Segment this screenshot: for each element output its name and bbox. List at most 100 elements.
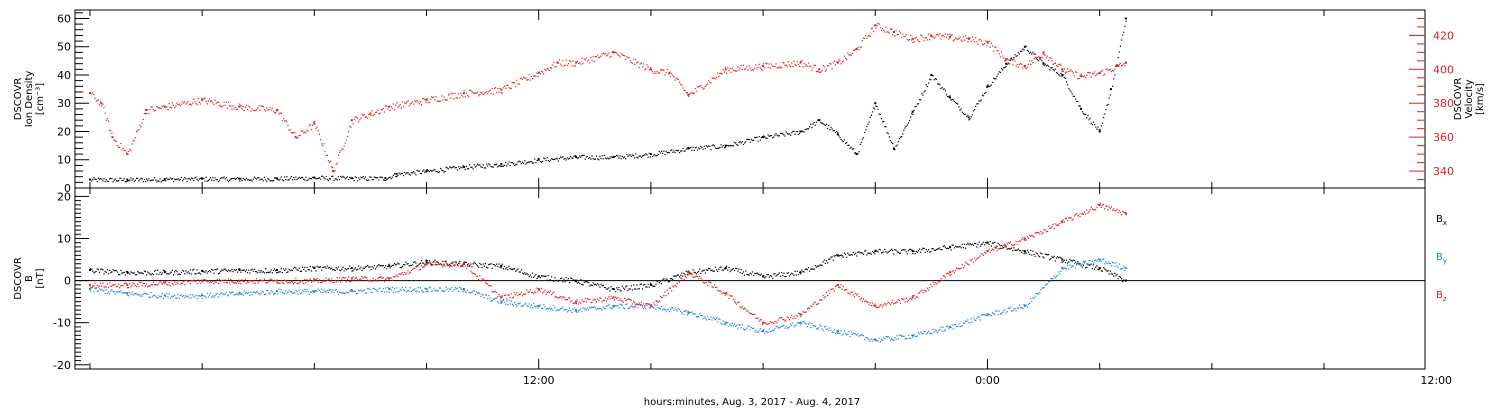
velocity-series-sample bbox=[855, 49, 857, 51]
velocity-series-point bbox=[986, 41, 989, 44]
bx-series-point bbox=[163, 271, 166, 274]
by-series-sample bbox=[727, 322, 729, 324]
density-series-sample bbox=[1037, 60, 1040, 62]
bz-series-sample bbox=[747, 310, 749, 312]
bx-series-sample bbox=[477, 265, 479, 267]
bx-series-sample bbox=[1052, 256, 1054, 259]
bx-series-sample bbox=[620, 290, 622, 292]
velocity-series-sample bbox=[1025, 68, 1027, 70]
density-series-sample bbox=[801, 130, 803, 132]
bx-series-sample bbox=[400, 267, 402, 269]
density-series-sample bbox=[935, 78, 938, 80]
bz-series-sample bbox=[125, 282, 128, 284]
velocity-series-sample bbox=[1096, 73, 1098, 75]
bx-series-sample bbox=[988, 243, 990, 245]
velocity-series-sample bbox=[1023, 65, 1025, 67]
bx-series-sample bbox=[678, 276, 681, 278]
velocity-series-sample bbox=[505, 87, 507, 89]
bz-series-sample bbox=[1065, 217, 1068, 219]
density-series-sample bbox=[783, 133, 785, 136]
by-series-sample bbox=[331, 291, 333, 293]
bz-series-point bbox=[575, 300, 578, 303]
by-series-sample bbox=[627, 307, 629, 309]
velocity-series-sample bbox=[306, 129, 308, 131]
by-series-sample bbox=[781, 325, 783, 327]
density-series-sample bbox=[328, 178, 331, 180]
density-series-sample bbox=[971, 114, 973, 116]
bx-series-sample bbox=[306, 266, 308, 268]
density-series-sample bbox=[773, 136, 775, 138]
density-series-sample bbox=[980, 99, 982, 101]
velocity-series-sample bbox=[166, 106, 168, 108]
bx-series-sample bbox=[829, 258, 831, 260]
velocity-series-sample bbox=[790, 65, 792, 68]
velocity-series-sample bbox=[842, 60, 844, 62]
bz-series-sample bbox=[722, 292, 724, 294]
velocity-series-sample bbox=[124, 149, 126, 152]
bx-series-sample bbox=[820, 264, 822, 266]
bz-series-sample bbox=[896, 301, 898, 303]
density-series-sample bbox=[279, 178, 281, 180]
by-series-sample bbox=[202, 297, 204, 299]
by-series-sample bbox=[814, 325, 816, 327]
bx-series-sample bbox=[775, 275, 777, 277]
bz-series-sample bbox=[712, 286, 714, 288]
bz-series-sample bbox=[189, 282, 192, 285]
density-series-sample bbox=[545, 159, 547, 162]
density-series-sample bbox=[499, 165, 501, 167]
bz-series-sample bbox=[317, 281, 319, 284]
velocity-series-sample bbox=[989, 46, 991, 48]
density-series-sample bbox=[1054, 68, 1056, 70]
density-series-sample bbox=[677, 149, 680, 151]
velocity-series-sample bbox=[198, 101, 200, 103]
bx-series-sample bbox=[1116, 273, 1118, 275]
by-series-sample bbox=[1032, 297, 1034, 299]
bz-series-sample bbox=[386, 277, 388, 279]
density-series-sample bbox=[392, 174, 395, 176]
bx-series-sample bbox=[807, 267, 810, 269]
bx-series-sample bbox=[377, 265, 379, 267]
bx-series-sample bbox=[161, 272, 163, 274]
by-series-sample bbox=[839, 332, 841, 335]
density-series-sample bbox=[104, 180, 106, 183]
velocity-series-sample bbox=[776, 67, 778, 69]
density-series-sample bbox=[779, 132, 782, 135]
density-series-sample bbox=[1058, 74, 1060, 76]
velocity-series-point bbox=[762, 64, 765, 67]
by-series-sample bbox=[947, 325, 949, 327]
density-series-sample bbox=[1013, 56, 1015, 59]
top-right-tick-label: 420 bbox=[1433, 29, 1454, 42]
by-series-sample bbox=[397, 291, 399, 293]
bx-series-sample bbox=[143, 270, 146, 272]
bz-series-sample bbox=[929, 287, 931, 289]
bz-series-sample bbox=[128, 286, 130, 289]
by-series-sample bbox=[519, 302, 521, 304]
bz-series-sample bbox=[362, 277, 364, 279]
bz-series-sample bbox=[828, 290, 830, 292]
by-series-sample bbox=[404, 290, 406, 292]
bz-series-sample bbox=[443, 263, 445, 265]
density-series-sample bbox=[137, 177, 139, 180]
bx-series-sample bbox=[865, 250, 867, 252]
density-series-sample bbox=[775, 133, 777, 135]
by-series-sample bbox=[930, 333, 932, 335]
bz-series-sample bbox=[199, 282, 202, 284]
bx-series-sample bbox=[276, 272, 278, 274]
bx-series-sample bbox=[111, 271, 113, 273]
bottom-left-axis-title: DSCOVR B [nT] bbox=[13, 257, 46, 300]
velocity-series-sample bbox=[603, 53, 605, 55]
density-series-sample bbox=[885, 126, 887, 128]
bz-series-sample bbox=[341, 278, 343, 280]
velocity-series-sample bbox=[865, 35, 867, 37]
bx-series-sample bbox=[615, 290, 617, 293]
by-series-sample bbox=[97, 290, 100, 292]
density-series-sample bbox=[407, 172, 409, 174]
by-series-sample bbox=[699, 313, 701, 315]
bx-series-sample bbox=[805, 268, 807, 270]
bx-series-sample bbox=[749, 272, 751, 274]
bx-series-sample bbox=[392, 264, 395, 266]
by-series-sample bbox=[153, 294, 156, 296]
bz-series-sample bbox=[176, 281, 178, 284]
density-series-sample bbox=[281, 179, 284, 181]
density-series-sample bbox=[94, 178, 96, 180]
